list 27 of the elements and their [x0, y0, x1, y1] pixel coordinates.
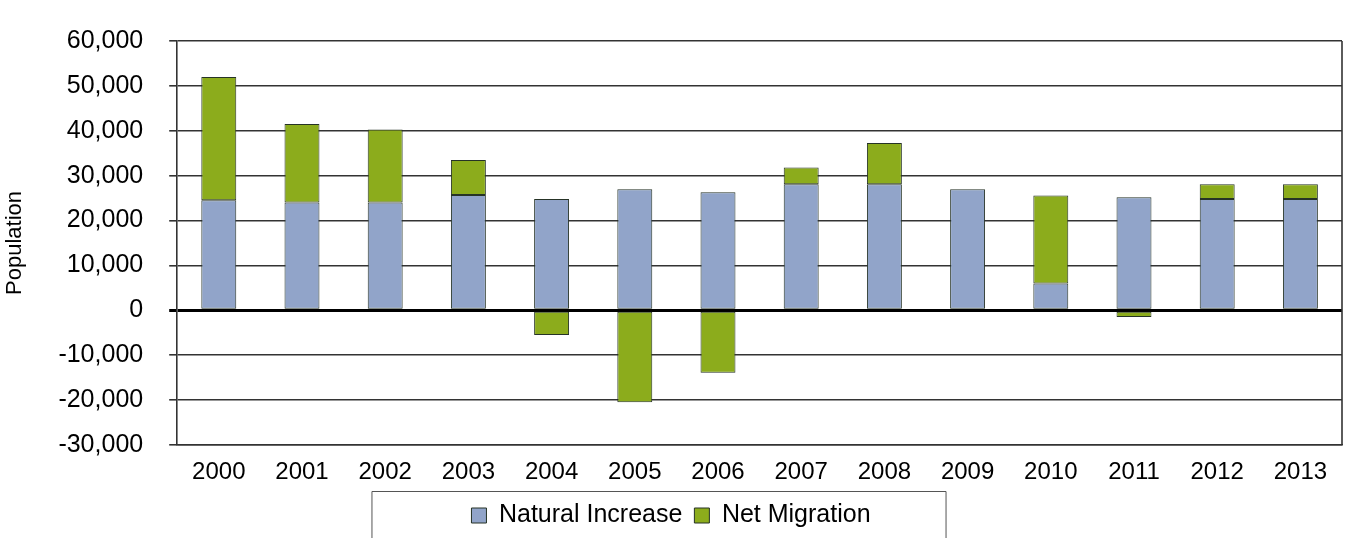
legend-label: Net Migration: [721, 499, 871, 528]
x-tick-label: 2009: [940, 457, 995, 485]
x-tick-label: 2013: [1273, 457, 1328, 485]
y-tick-label: 50,000: [66, 69, 144, 98]
y-tick-label: 60,000: [66, 24, 144, 53]
x-tick-label: 2000: [192, 457, 246, 485]
x-tick-label: 2006: [691, 457, 745, 485]
x-tick-label: 2007: [774, 457, 828, 485]
y-tick-label: 40,000: [66, 114, 144, 143]
y-tick-label: -20,000: [58, 384, 144, 412]
x-tick-label: 2002: [358, 457, 412, 485]
y-tick-label: 30,000: [66, 159, 144, 188]
y-axis-title: Population: [1, 191, 27, 295]
x-tick-label: 2004: [524, 457, 579, 485]
x-tick-label: 2003: [441, 457, 496, 485]
x-tick-label: 2001: [275, 457, 329, 485]
y-tick-label: -10,000: [58, 339, 144, 368]
x-tick-label: 2012: [1190, 457, 1244, 485]
x-tick-label: 2011: [1108, 457, 1160, 485]
y-tick-label: 20,000: [66, 204, 144, 233]
legend-label: Natural Increase: [498, 499, 683, 528]
x-tick-label: 2010: [1024, 457, 1078, 485]
x-tick-label: 2008: [857, 457, 912, 485]
y-tick-label: -30,000: [58, 428, 144, 457]
x-tick-label: 2005: [608, 457, 662, 485]
y-tick-label: 10,000: [66, 249, 144, 278]
y-tick-label: 0: [129, 294, 144, 323]
